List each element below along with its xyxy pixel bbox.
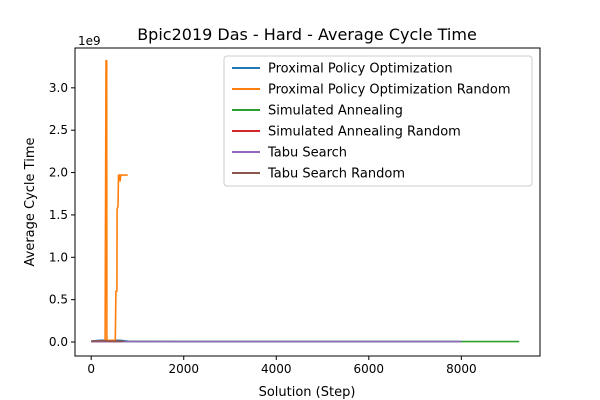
legend: Proximal Policy Optimization Proximal Pol… <box>223 55 533 187</box>
y-tick-label: 2.0 <box>49 166 68 180</box>
y-tick-label: 0.5 <box>49 293 68 307</box>
legend-label: Tabu Search Random <box>267 167 405 182</box>
x-tick-label: 8000 <box>446 362 477 376</box>
x-axis-label: Solution (Step) <box>259 385 356 400</box>
x-tick-label: 6000 <box>354 362 385 376</box>
y-axis-multiplier: 1e9 <box>78 34 101 48</box>
plot-frame <box>74 47 541 357</box>
legend-box <box>223 55 533 187</box>
chart-title: Bpic2019 Das - Hard - Average Cycle Time <box>137 25 477 44</box>
y-tick-label: 0.0 <box>49 335 68 349</box>
plot-lines <box>91 59 520 343</box>
legend-label: Simulated Annealing Random <box>268 125 461 140</box>
legend-label: Tabu Search <box>267 146 347 161</box>
legend-label: Proximal Policy Optimization <box>268 62 453 77</box>
x-tick-label: 0 <box>87 362 95 376</box>
x-axis-ticks: 0 2000 4000 6000 8000 <box>87 356 477 376</box>
legend-label: Proximal Policy Optimization Random <box>268 83 511 98</box>
series-line-6 <box>91 339 124 342</box>
y-tick-label: 1.5 <box>49 208 68 222</box>
y-axis-label: Average Cycle Time <box>23 138 38 267</box>
y-tick-label: 3.0 <box>49 81 68 95</box>
legend-label: Simulated Annealing <box>268 104 403 119</box>
series-line-2 <box>104 59 128 342</box>
x-tick-label: 2000 <box>168 362 199 376</box>
y-tick-label: 1.0 <box>49 250 68 264</box>
y-tick-label: 2.5 <box>49 123 68 137</box>
x-tick-label: 4000 <box>261 362 292 376</box>
y-axis-ticks: 0.0 0.5 1.0 1.5 2.0 2.5 3.0 <box>49 81 75 349</box>
